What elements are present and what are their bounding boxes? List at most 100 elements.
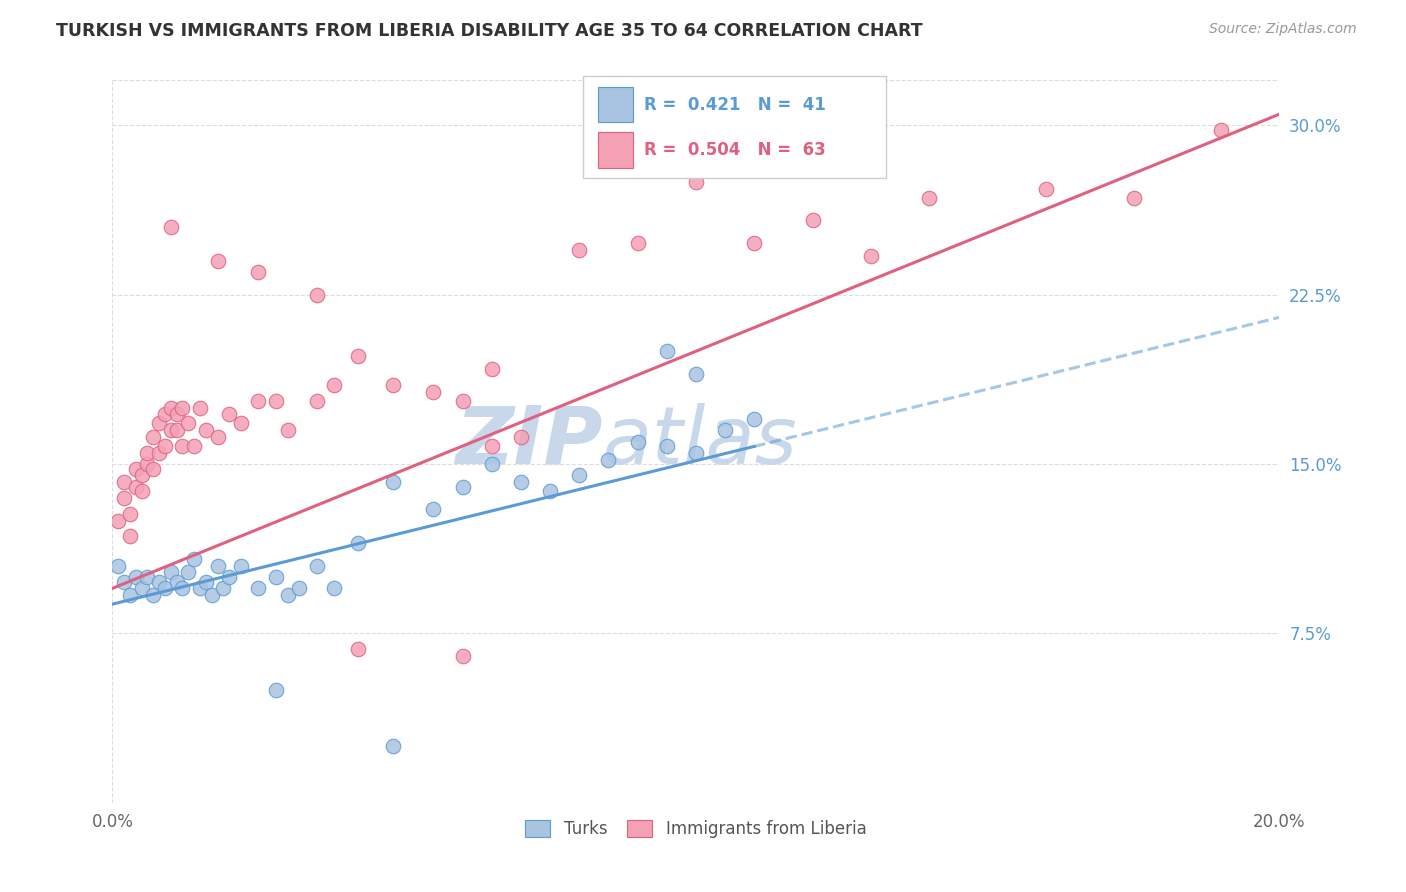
Point [136, 457, 159, 471]
Point [264, 682, 287, 697]
Point [685, 446, 707, 460]
Point [247, 582, 270, 596]
Point [381, 475, 404, 490]
Point [655, 439, 678, 453]
Point [148, 417, 170, 431]
Point [212, 582, 235, 596]
Point [627, 434, 650, 449]
Point [305, 558, 328, 573]
Point [481, 439, 503, 453]
Point [194, 423, 217, 437]
Point [218, 570, 240, 584]
Point [1035, 181, 1057, 195]
Text: TURKISH VS IMMIGRANTS FROM LIBERIA DISABILITY AGE 35 TO 64 CORRELATION CHART: TURKISH VS IMMIGRANTS FROM LIBERIA DISAB… [56, 22, 922, 40]
Point [136, 570, 159, 584]
Point [183, 439, 205, 453]
Point [131, 468, 153, 483]
Point [742, 412, 765, 426]
Point [177, 566, 200, 580]
Point [247, 393, 270, 408]
Point [201, 588, 224, 602]
Point [685, 367, 707, 381]
Point [481, 362, 503, 376]
Text: atlas: atlas [603, 402, 797, 481]
Point [160, 220, 183, 235]
Point [509, 430, 531, 444]
Point [107, 514, 129, 528]
Point [142, 430, 165, 444]
Point [107, 558, 129, 573]
Point [568, 243, 591, 257]
Point [207, 253, 229, 268]
Point [166, 574, 188, 589]
Point [509, 475, 531, 490]
Point [305, 393, 328, 408]
Point [153, 439, 176, 453]
Point [188, 401, 211, 415]
Point [160, 423, 183, 437]
Point [305, 287, 328, 301]
Point [288, 582, 311, 596]
Point [247, 265, 270, 279]
Point [218, 408, 240, 422]
Point [172, 401, 194, 415]
Point [655, 344, 678, 359]
Point [346, 536, 368, 550]
Point [276, 423, 298, 437]
Point [183, 552, 205, 566]
Point [685, 175, 707, 189]
Point [177, 417, 200, 431]
Text: R =  0.504   N =  63: R = 0.504 N = 63 [644, 141, 825, 159]
Point [142, 588, 165, 602]
Point [422, 502, 444, 516]
Point [1209, 123, 1232, 137]
Point [148, 574, 170, 589]
Text: ZIP: ZIP [456, 402, 603, 481]
Point [160, 566, 183, 580]
Point [172, 439, 194, 453]
Point [264, 393, 287, 408]
Point [918, 191, 941, 205]
Point [118, 507, 141, 521]
Point [172, 582, 194, 596]
Point [742, 235, 765, 250]
Point [1122, 191, 1144, 205]
Point [598, 452, 620, 467]
Point [118, 529, 141, 543]
Point [627, 235, 650, 250]
Point [451, 648, 474, 663]
Point [323, 378, 346, 392]
Point [112, 491, 135, 505]
Point [188, 582, 211, 596]
Point [112, 475, 135, 490]
Point [451, 480, 474, 494]
Point [229, 558, 252, 573]
Point [166, 408, 188, 422]
Point [276, 588, 298, 602]
Point [125, 461, 148, 475]
Point [568, 468, 591, 483]
Point [801, 213, 824, 227]
Point [264, 570, 287, 584]
Point [125, 570, 148, 584]
Point [153, 582, 176, 596]
Point [481, 457, 503, 471]
Point [346, 642, 368, 657]
Point [194, 574, 217, 589]
Point [148, 446, 170, 460]
Point [860, 249, 883, 263]
Point [136, 446, 159, 460]
Point [381, 378, 404, 392]
Point [166, 423, 188, 437]
Point [422, 384, 444, 399]
Text: Source: ZipAtlas.com: Source: ZipAtlas.com [1209, 22, 1357, 37]
Point [323, 582, 346, 596]
Point [160, 401, 183, 415]
Point [118, 588, 141, 602]
Point [125, 480, 148, 494]
Point [153, 408, 176, 422]
Point [112, 574, 135, 589]
Point [131, 484, 153, 499]
Legend: Turks, Immigrants from Liberia: Turks, Immigrants from Liberia [519, 814, 873, 845]
Point [229, 417, 252, 431]
